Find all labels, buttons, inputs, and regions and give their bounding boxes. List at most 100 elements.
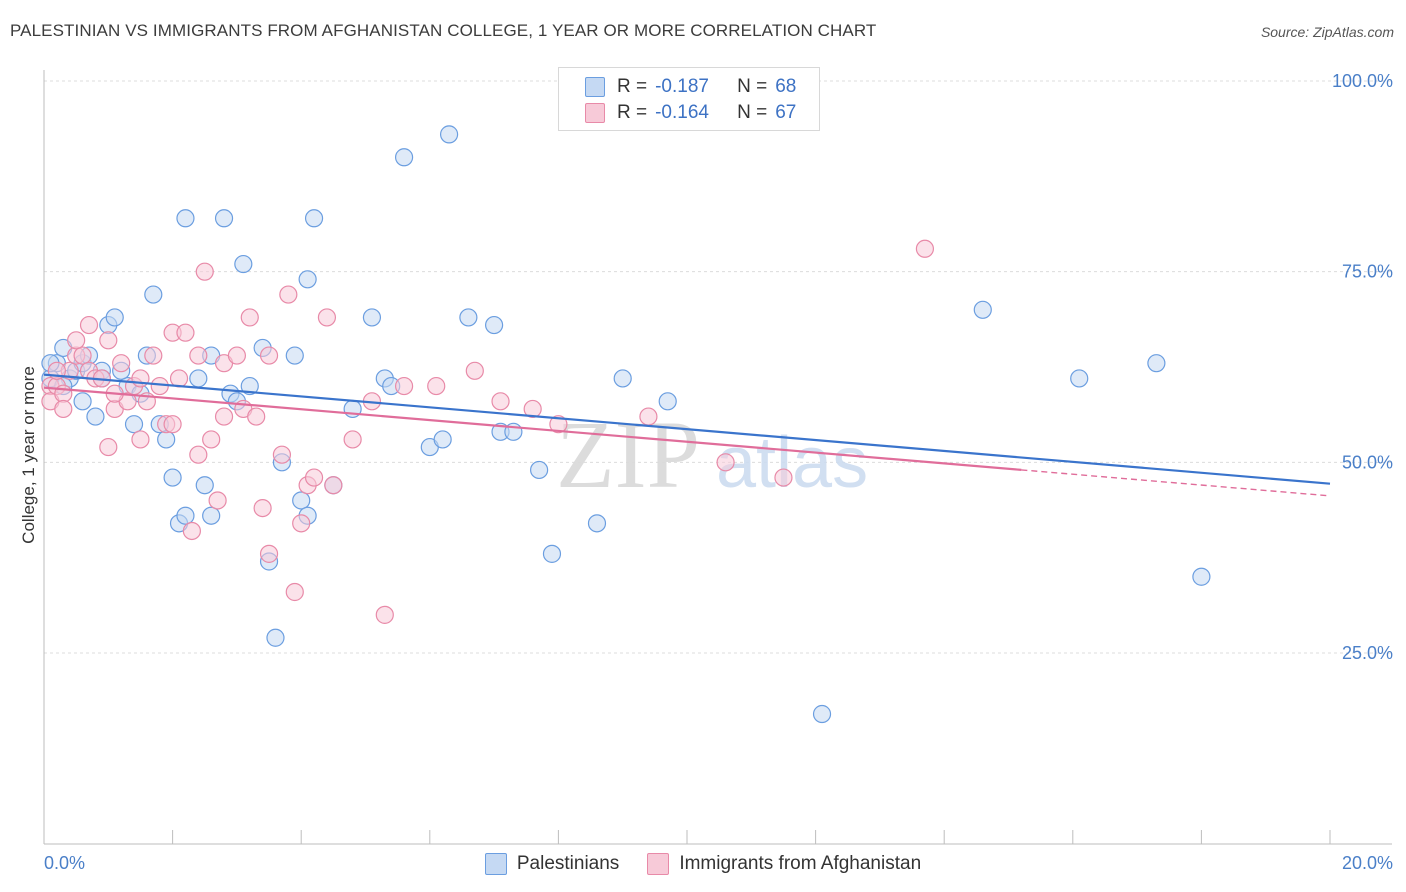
legend-swatch-pink bbox=[585, 103, 605, 123]
point-afghanistan bbox=[247, 407, 266, 426]
point-palestinians bbox=[144, 285, 163, 304]
point-palestinians bbox=[240, 376, 259, 396]
point-palestinians bbox=[1192, 567, 1211, 586]
legend-n-label: N = bbox=[737, 102, 768, 123]
point-palestinians bbox=[298, 270, 317, 289]
y-axis-title: College, 1 year or more bbox=[19, 366, 38, 544]
point-afghanistan bbox=[163, 415, 182, 434]
point-palestinians bbox=[176, 209, 195, 228]
legend-r-label: R = bbox=[617, 102, 648, 123]
point-palestinians bbox=[285, 346, 304, 365]
point-afghanistan bbox=[112, 354, 131, 373]
point-palestinians bbox=[542, 544, 562, 563]
point-afghanistan bbox=[54, 399, 73, 419]
legend-item-palestinians[interactable]: Palestinians bbox=[484, 853, 620, 875]
point-palestinians bbox=[459, 308, 478, 327]
trend-line-afghanistan bbox=[43, 386, 1022, 471]
point-afghanistan bbox=[195, 262, 214, 281]
point-afghanistan bbox=[343, 430, 362, 449]
point-palestinians bbox=[433, 430, 452, 449]
point-afghanistan bbox=[253, 498, 272, 518]
point-afghanistan bbox=[272, 445, 292, 464]
point-palestinians bbox=[485, 315, 504, 335]
point-afghanistan bbox=[208, 491, 227, 510]
point-afghanistan bbox=[394, 376, 414, 396]
point-afghanistan bbox=[67, 331, 86, 350]
point-palestinians bbox=[202, 506, 221, 525]
point-afghanistan bbox=[131, 430, 150, 449]
point-palestinians bbox=[1147, 354, 1166, 373]
point-afghanistan bbox=[774, 468, 793, 487]
point-afghanistan bbox=[523, 399, 542, 419]
point-afghanistan bbox=[240, 308, 259, 327]
watermark-zip: ZIP bbox=[556, 401, 700, 508]
legend-r-label: R = bbox=[617, 76, 648, 97]
legend-r-value: -0.164 bbox=[655, 102, 709, 123]
point-afghanistan bbox=[189, 445, 208, 464]
point-afghanistan bbox=[491, 392, 510, 411]
y-tick-label: 50.0% bbox=[1342, 452, 1393, 472]
point-afghanistan bbox=[465, 361, 484, 380]
correlation-legend: R = -0.187 N = 68 R = -0.164 N = 67 bbox=[558, 67, 820, 131]
point-palestinians bbox=[613, 369, 632, 388]
legend-n-label: N = bbox=[737, 76, 768, 97]
legend-swatch-palestinians bbox=[484, 853, 507, 875]
point-palestinians bbox=[176, 506, 195, 525]
point-palestinians bbox=[362, 308, 382, 327]
point-afghanistan bbox=[375, 605, 394, 624]
point-palestinians bbox=[86, 407, 105, 426]
legend-n-value: 68 bbox=[775, 76, 797, 97]
point-palestinians bbox=[439, 125, 459, 144]
point-afghanistan bbox=[144, 346, 163, 365]
axes bbox=[43, 70, 1392, 845]
point-afghanistan bbox=[549, 415, 568, 434]
point-palestinians bbox=[266, 628, 285, 647]
legend-label-afghanistan: Immigrants from Afghanistan bbox=[679, 853, 922, 874]
series-legend: Palestinians Immigrants from Afghanistan bbox=[0, 851, 1406, 877]
point-afghanistan bbox=[279, 285, 298, 304]
point-palestinians bbox=[157, 430, 176, 449]
point-afghanistan bbox=[169, 369, 189, 388]
legend-row-afghanistan: R = -0.164 N = 67 bbox=[585, 101, 796, 125]
watermark-atlas: atlas bbox=[716, 423, 868, 503]
trend-lines bbox=[43, 373, 1331, 497]
watermark: ZIP atlas bbox=[556, 401, 868, 508]
point-palestinians bbox=[530, 460, 549, 480]
trend-line-afghanistan-extension bbox=[1021, 469, 1331, 497]
x-tick-label: 0.0% bbox=[44, 853, 85, 873]
point-palestinians bbox=[812, 704, 832, 724]
point-palestinians bbox=[1070, 369, 1089, 388]
legend-label-palestinians: Palestinians bbox=[516, 853, 620, 874]
legend-swatch-blue bbox=[585, 77, 605, 97]
point-palestinians bbox=[234, 254, 253, 274]
point-afghanistan bbox=[182, 521, 201, 541]
legend-r-value: -0.187 bbox=[655, 76, 709, 97]
point-afghanistan bbox=[202, 430, 221, 449]
point-afghanistan bbox=[716, 453, 735, 472]
point-afghanistan bbox=[259, 346, 279, 365]
point-afghanistan bbox=[915, 239, 935, 258]
y-tick-label: 75.0% bbox=[1342, 262, 1393, 282]
chart-title: PALESTINIAN VS IMMIGRANTS FROM AFGHANIST… bbox=[10, 21, 877, 40]
y-tick-label: 100.0% bbox=[1332, 71, 1393, 91]
point-afghanistan bbox=[150, 376, 169, 396]
point-palestinians bbox=[163, 468, 182, 487]
point-palestinians bbox=[214, 209, 234, 228]
point-afghanistan bbox=[639, 407, 658, 426]
point-afghanistan bbox=[285, 582, 304, 602]
point-palestinians bbox=[587, 514, 607, 533]
x-tick-label: 20.0% bbox=[1342, 853, 1393, 873]
point-palestinians bbox=[124, 415, 144, 434]
point-afghanistan bbox=[73, 346, 92, 365]
point-palestinians bbox=[292, 491, 311, 510]
point-afghanistan bbox=[317, 308, 337, 327]
point-afghanistan bbox=[176, 323, 195, 342]
legend-item-afghanistan[interactable]: Immigrants from Afghanistan bbox=[647, 853, 921, 875]
point-afghanistan bbox=[292, 514, 311, 533]
legend-swatch-afghanistan bbox=[647, 853, 670, 875]
point-palestinians bbox=[105, 308, 124, 327]
point-palestinians bbox=[394, 148, 414, 167]
tick-labels: 25.0% 50.0% 75.0% 100.0% 0.0% 20.0% bbox=[44, 71, 1393, 873]
point-palestinians bbox=[658, 392, 677, 411]
